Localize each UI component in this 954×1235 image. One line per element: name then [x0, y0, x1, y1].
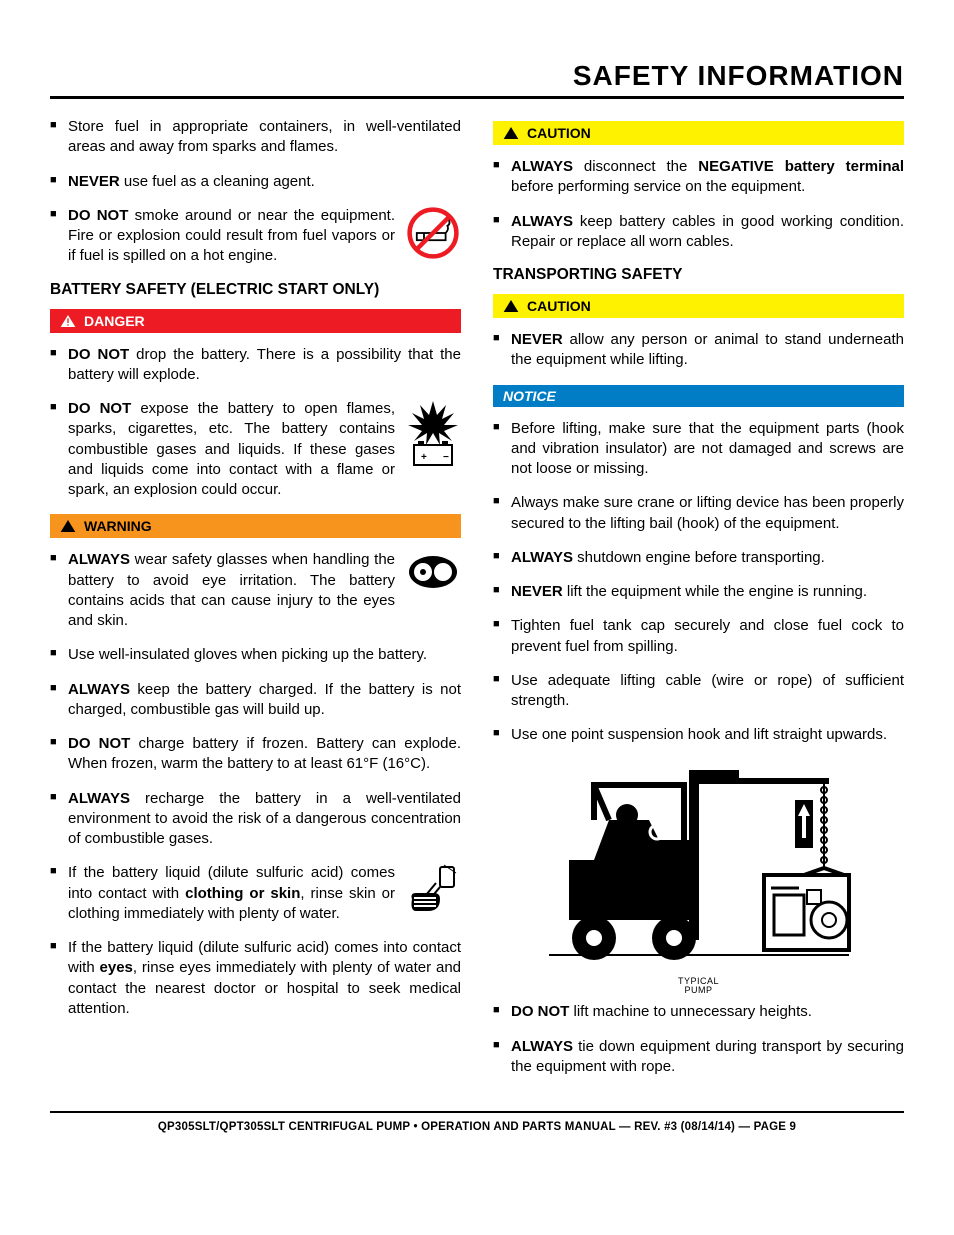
hand-rinse-icon	[405, 863, 461, 917]
caution-signal: CAUTION	[493, 294, 904, 318]
bold-term: NEGATIVE battery terminal	[698, 158, 904, 175]
bold-term: ALWAYS	[511, 213, 573, 230]
alert-triangle-icon	[503, 126, 519, 140]
svg-text:−: −	[443, 452, 449, 463]
bold-term: NEVER	[511, 583, 563, 600]
bold-term: NEVER	[511, 331, 563, 348]
bold-term: DO NOT	[68, 735, 130, 752]
text: shutdown engine before transporting.	[573, 549, 825, 566]
list-item: DO NOT drop the battery. There is a poss…	[50, 345, 461, 386]
list-item: If the battery liquid (dilute sulfuric a…	[50, 863, 461, 924]
alert-triangle-icon	[503, 299, 519, 313]
list-item: Use well-insulated gloves when picking u…	[50, 645, 461, 665]
text: before performing service on the equipme…	[511, 178, 805, 195]
signal-label: CAUTION	[527, 298, 591, 314]
list-item: Use one point suspension hook and lift s…	[493, 725, 904, 745]
signal-label: CAUTION	[527, 125, 591, 141]
alert-triangle-icon	[60, 314, 76, 328]
warning-bullets: ALWAYS wear safety glasses when handling…	[50, 550, 461, 1019]
list-item: DO NOT smoke around or near the equipmen…	[50, 206, 461, 267]
text: allow any person or animal to stand unde…	[511, 331, 904, 368]
caution-signal: CAUTION	[493, 121, 904, 145]
transporting-safety-heading: TRANSPORTING SAFETY	[493, 266, 904, 284]
notice-bullets-2: DO NOT lift machine to unnecessary heigh…	[493, 1002, 904, 1077]
forklift-lifting-pump-icon: TYPICAL PUMP	[493, 760, 904, 997]
text: disconnect the	[573, 158, 698, 175]
bold-term: ALWAYS	[511, 549, 573, 566]
list-item: ALWAYS shutdown engine before transporti…	[493, 548, 904, 568]
bold-term: DO NOT	[68, 346, 129, 363]
bold-term: ALWAYS	[511, 158, 573, 175]
forklift-caption: TYPICAL PUMP	[493, 977, 904, 997]
title-rule	[50, 96, 904, 99]
battery-safety-heading: BATTERY SAFETY (ELECTRIC START ONLY)	[50, 281, 461, 299]
list-item: ALWAYS recharge the battery in a well-ve…	[50, 789, 461, 850]
signal-label: DANGER	[84, 313, 145, 329]
list-item: NEVER lift the equipment while the engin…	[493, 582, 904, 602]
list-item: ALWAYS tie down equipment during transpo…	[493, 1037, 904, 1078]
list-item: Always make sure crane or lifting device…	[493, 493, 904, 534]
list-item: DO NOT charge battery if frozen. Battery…	[50, 734, 461, 775]
list-item: Tighten fuel tank cap securely and close…	[493, 616, 904, 657]
list-item: DO NOT expose the battery to open flames…	[50, 399, 461, 500]
caution2-bullets: NEVER allow any person or animal to stan…	[493, 330, 904, 371]
list-item: Before lifting, make sure that the equip…	[493, 419, 904, 480]
safety-goggles-icon	[405, 550, 461, 594]
bold-term: clothing or skin	[185, 885, 300, 902]
list-item: ALWAYS wear safety glasses when handling…	[50, 550, 461, 631]
bold-term: eyes	[100, 959, 133, 976]
danger-bullets: DO NOT drop the battery. There is a poss…	[50, 345, 461, 501]
list-item: NEVER allow any person or animal to stan…	[493, 330, 904, 371]
bold-term: ALWAYS	[68, 681, 130, 698]
bold-term: ALWAYS	[68, 551, 130, 568]
right-column: CAUTION ALWAYS disconnect the NEGATIVE b…	[493, 117, 904, 1091]
list-item: ALWAYS keep the battery charged. If the …	[50, 680, 461, 721]
list-item: Use adequate lifting cable (wire or rope…	[493, 671, 904, 712]
alert-triangle-icon	[60, 519, 76, 533]
bold-term: DO NOT	[68, 400, 131, 417]
list-item: Store fuel in appropriate containers, in…	[50, 117, 461, 158]
content-columns: Store fuel in appropriate containers, in…	[50, 117, 904, 1091]
list-item: If the battery liquid (dilute sulfuric a…	[50, 938, 461, 1019]
bold-term: ALWAYS	[68, 790, 130, 807]
text: lift the equipment while the engine is r…	[563, 583, 867, 600]
notice-bullets: Before lifting, make sure that the equip…	[493, 419, 904, 746]
text: lift machine to unnecessary heights.	[569, 1003, 812, 1020]
page-title: SAFETY INFORMATION	[50, 60, 904, 92]
fuel-bullets: Store fuel in appropriate containers, in…	[50, 117, 461, 267]
footer-rule	[50, 1111, 904, 1113]
page-footer: QP305SLT/QPT305SLT CENTRIFUGAL PUMP • OP…	[50, 1121, 904, 1133]
no-smoking-icon	[405, 206, 461, 260]
text: use fuel as a cleaning agent.	[120, 173, 315, 190]
list-item: ALWAYS disconnect the NEGATIVE battery t…	[493, 157, 904, 198]
list-item: NEVER use fuel as a cleaning agent.	[50, 172, 461, 192]
danger-signal: DANGER	[50, 309, 461, 333]
bold-term: NEVER	[68, 173, 120, 190]
bold-term: DO NOT	[511, 1003, 569, 1020]
caution1-bullets: ALWAYS disconnect the NEGATIVE battery t…	[493, 157, 904, 252]
warning-signal: WARNING	[50, 514, 461, 538]
battery-explosion-icon: + −	[405, 399, 461, 469]
bold-term: ALWAYS	[511, 1038, 573, 1055]
left-column: Store fuel in appropriate containers, in…	[50, 117, 461, 1091]
list-item: ALWAYS keep battery cables in good worki…	[493, 212, 904, 253]
bold-term: DO NOT	[68, 207, 128, 224]
list-item: DO NOT lift machine to unnecessary heigh…	[493, 1002, 904, 1022]
notice-signal: NOTICE	[493, 385, 904, 407]
svg-text:+: +	[421, 452, 427, 463]
signal-label: NOTICE	[503, 388, 556, 404]
signal-label: WARNING	[84, 518, 152, 534]
